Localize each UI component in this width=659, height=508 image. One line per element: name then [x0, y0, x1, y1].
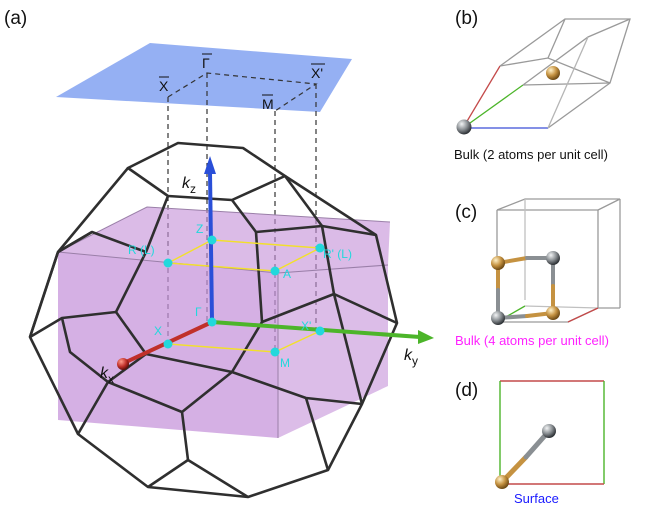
panel-d-label: (d)	[455, 380, 478, 401]
atom-gray-b	[456, 119, 472, 135]
high-symmetry-points	[163, 235, 325, 357]
svg-text:X: X	[159, 78, 169, 94]
point-label-m: M	[280, 356, 290, 370]
svg-text:Γ: Γ	[202, 55, 210, 71]
kx-label: kx	[100, 365, 114, 386]
tetragonal-cell	[496, 198, 621, 323]
point-label-x-prime: X'	[301, 319, 311, 333]
surface-label-gamma-bar: Γ	[202, 53, 212, 71]
point-label-z: Z	[196, 222, 203, 236]
point-label-x: X	[154, 324, 162, 338]
panel-a-label: (a)	[4, 8, 27, 29]
point-label-r-l: R (L)	[128, 243, 155, 257]
caption-c: Bulk (4 atoms per unit cell)	[455, 333, 609, 348]
atom-gold-d	[495, 475, 509, 489]
point-label-gamma: Γ	[195, 305, 202, 319]
surface-label-x-prime-bar: X'	[311, 63, 325, 81]
panel-b-label: (b)	[455, 8, 478, 29]
atom-gold-b	[546, 66, 560, 80]
panel-c-label: (c)	[455, 202, 477, 223]
ky-label: ky	[404, 347, 418, 368]
surface-cell	[499, 380, 605, 485]
surface-label-x-bar: X	[159, 76, 169, 94]
svg-text:X': X'	[311, 65, 323, 81]
atom-gray-c1	[546, 251, 560, 265]
bond-d	[499, 428, 552, 485]
atom-gold-c1	[491, 256, 505, 270]
caption-d: Surface	[514, 491, 559, 506]
surface-label-m-bar: M	[262, 94, 274, 112]
point-label-a: A	[283, 267, 291, 281]
point-label-r-prime-l: R' (L)	[323, 247, 352, 261]
atom-gold-c2	[546, 306, 560, 320]
kz-axis	[204, 156, 216, 323]
svg-text:M: M	[262, 96, 274, 112]
caption-b: Bulk (2 atoms per unit cell)	[454, 147, 608, 162]
kz-label: kz	[182, 175, 196, 196]
brillouin-zone-wireframe	[28, 141, 399, 499]
surface-bz-plane	[56, 43, 352, 112]
rhombohedral-cell	[462, 18, 631, 129]
atom-gray-d	[542, 424, 556, 438]
atom-gray-c2	[491, 311, 505, 325]
